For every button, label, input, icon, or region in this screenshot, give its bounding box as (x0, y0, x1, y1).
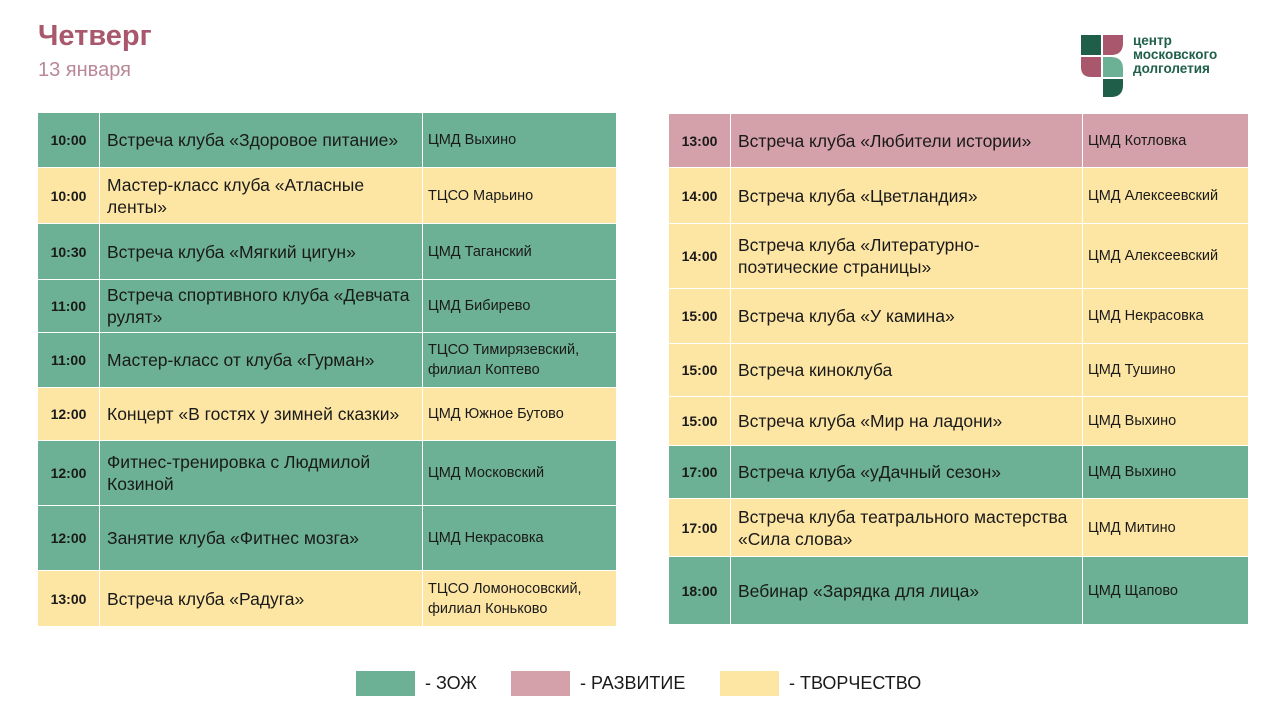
time-cell: 11:00 (37, 332, 100, 388)
schedule-table-right: 13:00 Встреча клуба «Любители истории» ЦМД… (668, 113, 1249, 625)
time-cell: 13:00 (37, 570, 100, 627)
table-row: 15:00 Встреча киноклуба ЦМД Тушино (668, 343, 1249, 397)
time-cell: 12:00 (37, 505, 100, 571)
time-cell: 10:00 (37, 167, 100, 224)
table-row: 10:00 Мастер-класс клуба «Атласные ленты»… (37, 167, 617, 224)
time-cell: 12:00 (37, 387, 100, 441)
place-cell: ЦМД Котловка (1082, 113, 1249, 168)
place-cell: ЦМД Алексеевский (1082, 167, 1249, 224)
event-cell: Встреча клуба «Цветландия» (730, 167, 1083, 224)
event-cell: Встреча клуба «Радуга» (99, 570, 423, 627)
table-row: 17:00 Встреча клуба «уДачный сезон» ЦМД Вы… (668, 445, 1249, 499)
table-row: 14:00 Встреча клуба «Цветландия» ЦМД Алекс… (668, 167, 1249, 224)
event-cell: Концерт «В гостях у зимней сказки» (99, 387, 423, 441)
event-cell: Встреча клуба «Мир на ладони» (730, 396, 1083, 446)
place-cell: ЦМД Московский (422, 440, 617, 506)
event-cell: Встреча клуба «Мягкий цигун» (99, 223, 423, 280)
time-cell: 17:00 (668, 498, 731, 557)
table-row: 11:00 Мастер-класс от клуба «Гурман» ТЦСО … (37, 332, 617, 388)
event-cell: Встреча киноклуба (730, 343, 1083, 397)
time-cell: 17:00 (668, 445, 731, 499)
logo-line: центр (1133, 33, 1172, 48)
event-cell: Встреча спортивного клуба «Девчата рулят… (99, 279, 423, 333)
table-row: 12:00 Фитнес-тренировка с Людмилой Козино… (37, 440, 617, 506)
time-cell: 15:00 (668, 343, 731, 397)
time-cell: 11:00 (37, 279, 100, 333)
table-row: 13:00 Встреча клуба «Радуга» ТЦСО Ломоносо… (37, 570, 617, 627)
legend-swatch-zoj (356, 671, 415, 696)
event-cell: Фитнес-тренировка с Людмилой Козиной (99, 440, 423, 506)
legend-label-tvorchestvo: - ТВОРЧЕСТВО (789, 673, 922, 693)
legend-swatch-tvorchestvo (720, 671, 779, 696)
place-cell: ЦМД Некрасовка (1082, 288, 1249, 344)
schedule-table-left: 10:00 Встреча клуба «Здоровое питание» ЦМД… (37, 112, 617, 627)
time-cell: 14:00 (668, 167, 731, 224)
table-row: 10:00 Встреча клуба «Здоровое питание» ЦМД… (37, 112, 617, 168)
place-cell: ТЦСО Ломоносовский, филиал Коньково (422, 570, 617, 627)
table-row: 12:00 Концерт «В гостях у зимней сказки» Ц… (37, 387, 617, 441)
date-subtitle: 13 января (38, 59, 131, 81)
event-cell: Вебинар «Зарядка для лица» (730, 556, 1083, 625)
place-cell: ЦМД Щапово (1082, 556, 1249, 625)
time-cell: 18:00 (668, 556, 731, 625)
table-row: 18:00 Вебинар «Зарядка для лица» ЦМД Щапов… (668, 556, 1249, 625)
event-cell: Мастер-класс клуба «Атласные ленты» (99, 167, 423, 224)
time-cell: 13:00 (668, 113, 731, 168)
time-cell: 15:00 (668, 396, 731, 446)
place-cell: ЦМД Митино (1082, 498, 1249, 557)
place-cell: ЦМД Выхино (1082, 396, 1249, 446)
place-cell: ТЦСО Тимирязевский, филиал Коптево (422, 332, 617, 388)
moscow-longevity-logo-icon (1081, 35, 1123, 97)
event-cell: Встреча клуба театрального мастерства «С… (730, 498, 1083, 557)
event-cell: Встреча клуба «Литературно-поэтические с… (730, 223, 1083, 289)
logo-line: долголетия (1133, 61, 1210, 76)
table-row: 11:00 Встреча спортивного клуба «Девчата … (37, 279, 617, 333)
event-cell: Занятие клуба «Фитнес мозга» (99, 505, 423, 571)
place-cell: ЦМД Южное Бутово (422, 387, 617, 441)
event-cell: Мастер-класс от клуба «Гурман» (99, 332, 423, 388)
place-cell: ЦМД Бибирево (422, 279, 617, 333)
table-row: 15:00 Встреча клуба «Мир на ладони» ЦМД Вы… (668, 396, 1249, 446)
place-cell: ТЦСО Марьино (422, 167, 617, 224)
table-row: 14:00 Встреча клуба «Литературно-поэтичес… (668, 223, 1249, 289)
table-row: 17:00 Встреча клуба театрального мастерст… (668, 498, 1249, 557)
table-row: 13:00 Встреча клуба «Любители истории» ЦМД… (668, 113, 1249, 168)
day-title: Четверг (38, 20, 152, 52)
legend-swatch-razvitie (511, 671, 570, 696)
time-cell: 14:00 (668, 223, 731, 289)
place-cell: ЦМД Таганский (422, 223, 617, 280)
time-cell: 10:00 (37, 112, 100, 168)
place-cell: ЦМД Выхино (1082, 445, 1249, 499)
event-cell: Встреча клуба «У камина» (730, 288, 1083, 344)
table-row: 10:30 Встреча клуба «Мягкий цигун» ЦМД Таг… (37, 223, 617, 280)
logo-text: центр московского долголетия (1133, 34, 1217, 76)
legend-label-zoj: - ЗОЖ (425, 673, 477, 693)
time-cell: 12:00 (37, 440, 100, 506)
table-row: 15:00 Встреча клуба «У камина» ЦМД Некрасо… (668, 288, 1249, 344)
place-cell: ЦМД Некрасовка (422, 505, 617, 571)
place-cell: ЦМД Тушино (1082, 343, 1249, 397)
time-cell: 10:30 (37, 223, 100, 280)
logo-line: московского (1133, 47, 1218, 62)
event-cell: Встреча клуба «Любители истории» (730, 113, 1083, 168)
event-cell: Встреча клуба «Здоровое питание» (99, 112, 423, 168)
legend-label-razvitie: - РАЗВИТИЕ (580, 673, 686, 693)
place-cell: ЦМД Выхино (422, 112, 617, 168)
table-row: 12:00 Занятие клуба «Фитнес мозга» ЦМД Нек… (37, 505, 617, 571)
time-cell: 15:00 (668, 288, 731, 344)
event-cell: Встреча клуба «уДачный сезон» (730, 445, 1083, 499)
place-cell: ЦМД Алексеевский (1082, 223, 1249, 289)
